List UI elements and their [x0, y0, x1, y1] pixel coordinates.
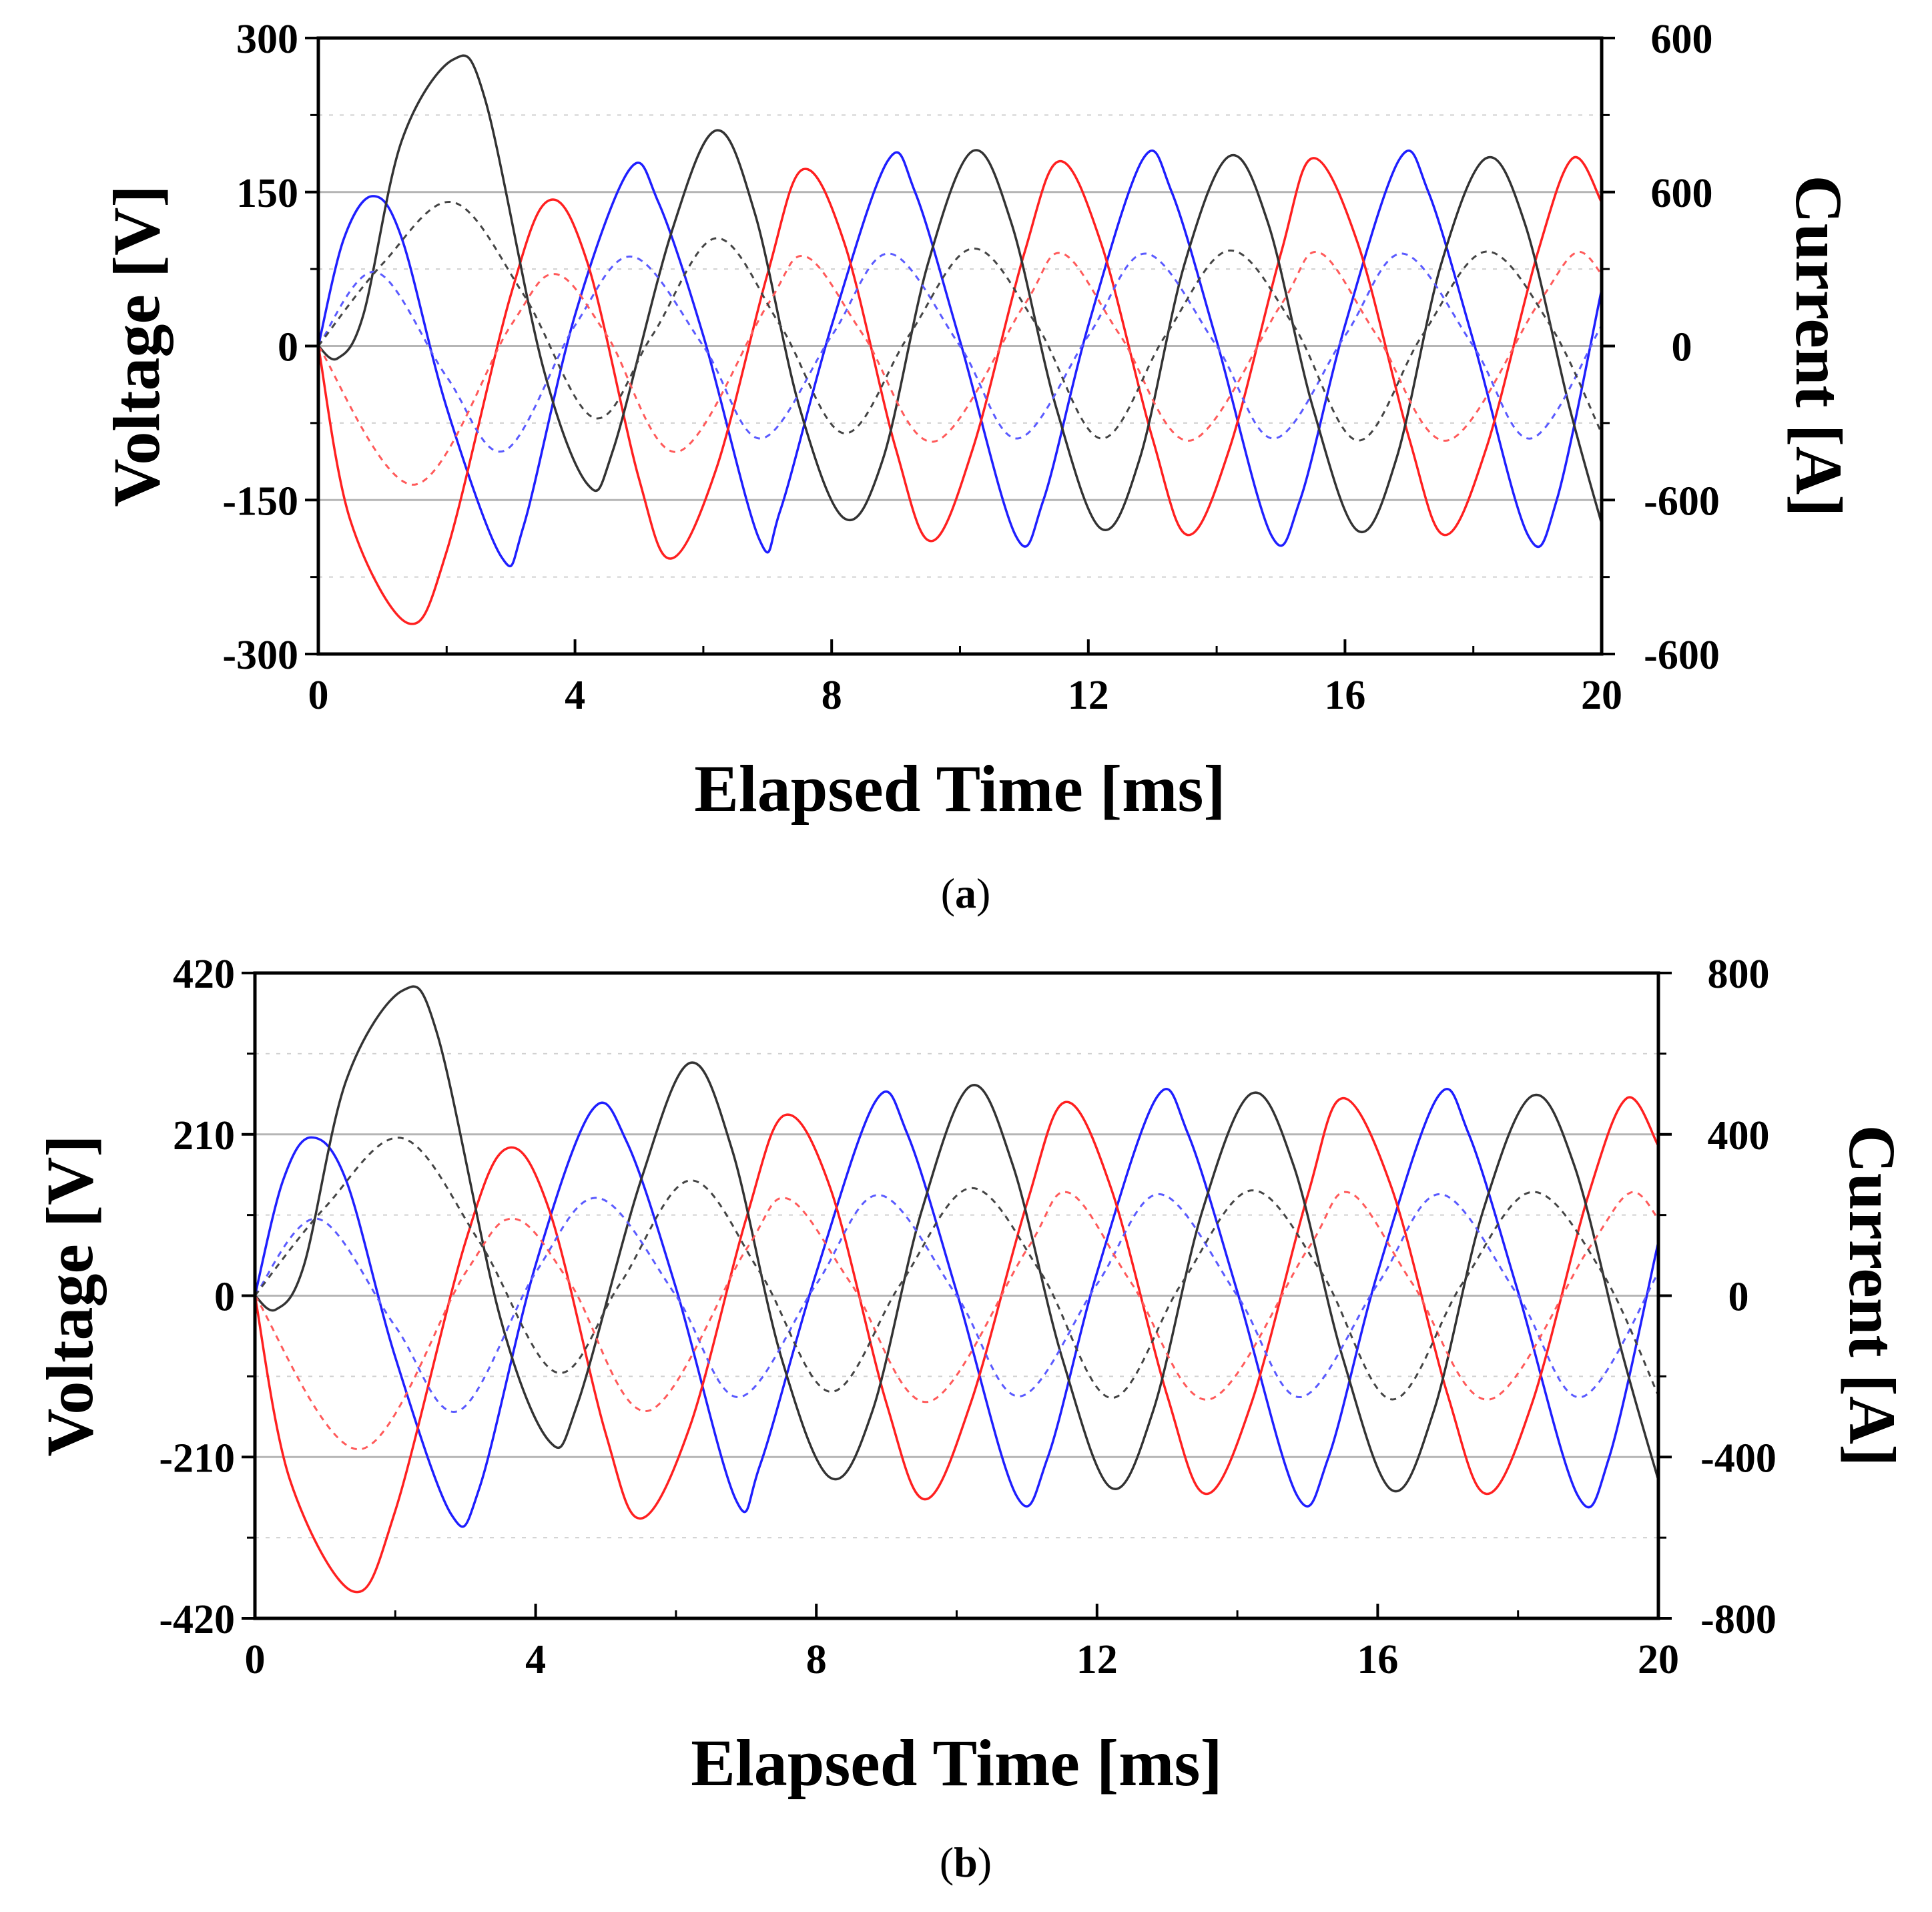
panel-b-series-phase-c-current	[254, 1137, 1660, 1401]
panel-a-x-axis-title: Elapsed Time [ms]	[694, 751, 1225, 826]
panel-a-y2-tick-label: 0	[1672, 325, 1692, 370]
panel-a-x-tick-label: 12	[1068, 673, 1109, 718]
panel-a-y2-axis-title: Current [A]	[1782, 176, 1856, 517]
panel-a-x-tick-label: 16	[1324, 673, 1365, 718]
panel-a-caption: (a)	[941, 870, 991, 917]
panel-b-x-ticks: 0 4 8 12 16 20	[245, 1604, 1679, 1682]
panel-b-x-axis-title: Elapsed Time [ms]	[691, 1726, 1222, 1800]
panel-a-x-ticks: 0 4 8 12 16 20	[308, 639, 1622, 718]
panel-a-y2-tick-label: 600	[1651, 17, 1713, 62]
panel-a-y2-tick-label: -600	[1644, 479, 1720, 524]
panel-b-x-tick-label: 16	[1357, 1637, 1398, 1682]
panel-b-series-phase-a-voltage	[254, 1088, 1660, 1528]
panel-b-y-tick-label: 0	[214, 1275, 235, 1320]
panel-a-label: a	[955, 870, 976, 917]
panel-a: 0 4 8 12 16 20 -300 -150 0 150 300 -600 -600 0 600 60…	[99, 17, 1856, 917]
panel-b-x-tick-label: 0	[245, 1637, 266, 1682]
panel-b-y-axis-title: Voltage [V]	[33, 1135, 107, 1456]
panel-b-x-tick-label: 20	[1638, 1637, 1679, 1682]
panel-b-y2-tick-label: -800	[1700, 1597, 1777, 1642]
panel-a-x-tick-label: 4	[565, 673, 585, 718]
panel-b-y2-ticks: -800 -400 0 400 800	[1658, 952, 1777, 1642]
panel-a-y-tick-label: 0	[278, 325, 298, 370]
panel-a-series-phase-a-voltage	[317, 149, 1603, 567]
panel-a-series	[317, 54, 1603, 625]
panel-b-series-phase-b-current	[254, 1191, 1660, 1451]
panel-a-series-phase-b-current	[317, 250, 1603, 486]
panel-b-y2-tick-label: 400	[1708, 1113, 1770, 1159]
panel-a-x-tick-label: 20	[1581, 673, 1622, 718]
panel-a-y-tick-label: -300	[222, 633, 298, 678]
panel-a-y-tick-label: 300	[236, 17, 298, 62]
panel-b-y-tick-label: -420	[159, 1597, 235, 1642]
panel-b-series	[254, 985, 1660, 1594]
panel-a-y2-tick-label: 600	[1651, 171, 1713, 216]
panel-b-x-tick-label: 8	[806, 1637, 827, 1682]
panel-b-y-tick-label: 210	[173, 1113, 235, 1159]
panel-a-series-phase-c-voltage	[317, 54, 1603, 533]
panel-b-caption: (b)	[940, 1839, 992, 1886]
panel-b-y-tick-label: -210	[159, 1436, 235, 1481]
panel-b: 0 4 8 12 16 20 -420 -210 0 210 420 -800 -400 0 400 80…	[33, 952, 1909, 1886]
panel-a-series-phase-c-current	[317, 201, 1603, 442]
panel-b-y-tick-label: 420	[173, 952, 235, 997]
panel-b-label: b	[954, 1839, 978, 1886]
panel-b-y-ticks: -420 -210 0 210 420	[159, 952, 255, 1642]
panel-a-series-phase-a-current	[317, 252, 1603, 453]
panel-b-series-phase-b-voltage	[254, 1096, 1660, 1594]
panel-a-grid	[318, 114, 1602, 578]
panel-a-y-tick-label: 150	[236, 171, 298, 216]
panel-a-x-tick-label: 8	[822, 673, 842, 718]
panel-a-series-phase-b-voltage	[317, 155, 1603, 625]
panel-b-y2-tick-label: 800	[1708, 952, 1770, 997]
panel-b-y2-axis-title: Current [A]	[1835, 1125, 1909, 1467]
panel-b-x-tick-label: 12	[1076, 1637, 1118, 1682]
panel-a-y-axis-title: Voltage [V]	[99, 185, 174, 507]
panel-a-x-tick-label: 0	[308, 673, 329, 718]
panel-a-y-ticks: -300 -150 0 150 300	[222, 17, 318, 678]
panel-a-y-tick-label: -150	[222, 479, 298, 524]
panel-b-series-phase-a-current	[254, 1193, 1660, 1413]
panel-b-y2-tick-label: 0	[1728, 1275, 1749, 1320]
panel-b-series-phase-c-voltage	[254, 985, 1660, 1493]
panel-a-y2-tick-label: -600	[1644, 633, 1720, 678]
panel-a-y2-ticks: -600 -600 0 600 600	[1602, 17, 1720, 678]
panel-b-x-tick-label: 4	[525, 1637, 546, 1682]
panel-b-y2-tick-label: -400	[1700, 1436, 1777, 1481]
